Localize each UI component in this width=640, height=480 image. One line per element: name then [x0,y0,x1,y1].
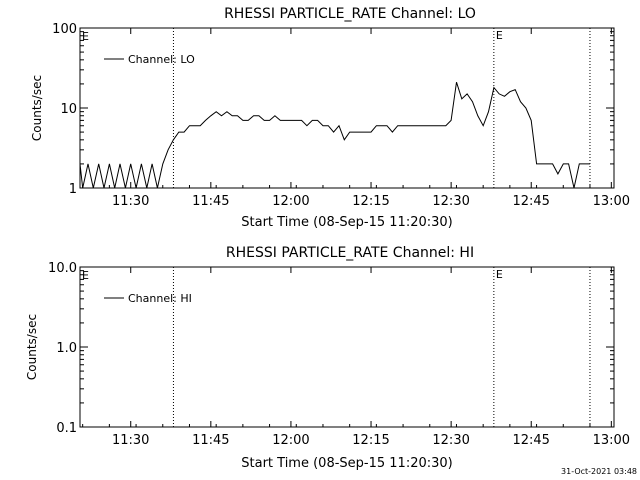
x-tick-label-6: 13:00 [593,433,630,448]
panel-hi-x-axis-label: Start Time (08-Sep-15 11:20:30) [241,456,452,471]
panel-hi-y-ticks: 0.1 1.0 10.0 [48,261,614,436]
y-tick-label-1: 10 [60,102,77,117]
panel-lo-y-axis-label: Counts/sec [30,75,44,141]
x-tick-label-0: 11:30 [112,433,149,448]
x-tick-label-2: 12:00 [272,194,309,209]
x-tick-label-3: 12:15 [352,433,389,448]
y-tick-label-1: 1.0 [56,341,77,356]
x-tick-label-4: 12:30 [432,194,469,209]
panel-hi-title: RHESSI PARTICLE_RATE Channel: HI [226,245,474,261]
panel-hi-legend-label: Channel: HI [128,292,192,305]
x-tick-label-4: 12:30 [432,433,469,448]
series-line-0 [79,82,590,189]
panel-lo-markers: E [172,28,591,188]
panel-hi-markers: E [172,267,591,427]
panel-lo-plot-frame [79,27,615,189]
panel-lo-corner-label: E [82,30,89,43]
panel-lo: RHESSI PARTICLE_RATE Channel: LO Counts/… [30,6,630,230]
x-tick-label-2: 12:00 [272,433,309,448]
y-tick-label-0: 0.1 [56,421,77,436]
panel-lo-title: RHESSI PARTICLE_RATE Channel: LO [224,6,476,22]
panel-lo-series [79,82,590,189]
x-tick-label-1: 11:45 [192,433,229,448]
panel-hi-y-axis-label: Counts/sec [25,314,39,380]
x-tick-label-1: 11:45 [192,194,229,209]
y-tick-label-2: 100 [52,22,77,37]
x-tick-label-6: 13:00 [593,194,630,209]
panel-hi-plot-frame [79,266,615,428]
x-tick-label-5: 12:45 [512,433,549,448]
event-marker-label-1: E [496,268,503,281]
panel-hi-x-ticks: 11:30 11:45 12:00 12:15 12:30 12:45 13:00 [82,267,630,448]
x-tick-label-0: 11:30 [112,194,149,209]
y-tick-label-0: 1 [69,182,77,197]
panel-hi-corner-label: E [82,269,89,282]
footer-timestamp: 31-Oct-2021 03:48 [561,467,637,476]
y-tick-label-2: 10.0 [48,261,77,276]
panel-lo-x-ticks: 11:30 11:45 12:00 12:15 12:30 12:45 13:00 [82,28,630,209]
x-tick-label-5: 12:45 [512,194,549,209]
panel-lo-x-axis-label: Start Time (08-Sep-15 11:20:30) [241,215,452,230]
panel-lo-y-ticks: 1 10 100 [52,22,614,197]
event-marker-label-1: E [496,29,503,42]
x-tick-label-3: 12:15 [352,194,389,209]
panel-hi: RHESSI PARTICLE_RATE Channel: HI Counts/… [25,245,630,471]
panel-lo-legend-label: Channel: LO [128,53,195,66]
